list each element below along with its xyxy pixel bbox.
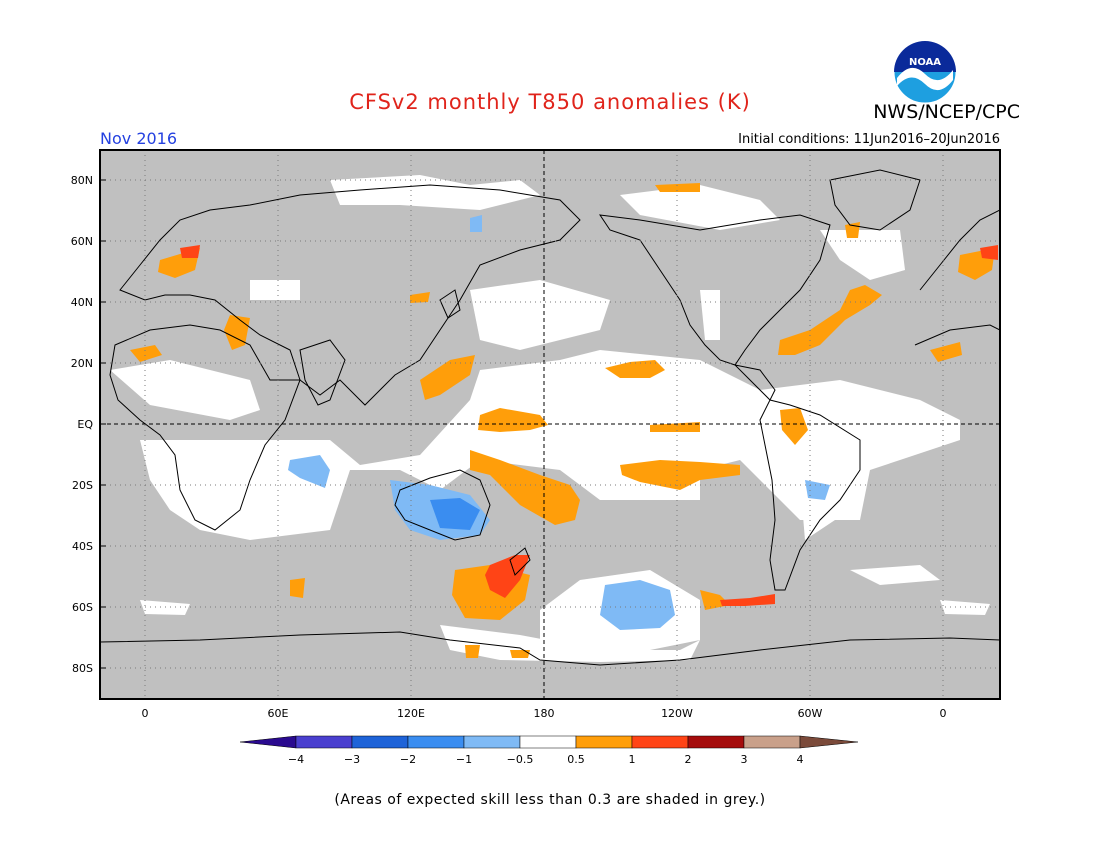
lat-label: 60N (71, 235, 93, 248)
colorbar-label: −3 (344, 753, 360, 766)
chart-title: CFSv2 monthly T850 anomalies (K) (349, 90, 751, 114)
colorbar-label: −2 (400, 753, 416, 766)
colorbar-label: 2 (685, 753, 692, 766)
colorbar-label: −1 (456, 753, 472, 766)
lat-label: 20N (71, 357, 93, 370)
lat-label: 80S (72, 662, 93, 675)
lat-label: 60S (72, 601, 93, 614)
noaa-logo-text: NOAA (909, 57, 941, 68)
initial-conditions: Initial conditions: 11Jun2016–20Jun2016 (738, 132, 1000, 147)
colorbar-cell (631, 735, 689, 749)
colorbar-label: 3 (741, 753, 748, 766)
colorbar-label: −4 (288, 753, 304, 766)
lat-label: EQ (77, 418, 93, 431)
colorbar-cell (407, 735, 465, 749)
continent-outlines (100, 169, 1000, 666)
colorbar-cell (575, 735, 633, 749)
positive-anomaly-red (180, 245, 998, 606)
lon-label: 120E (397, 707, 425, 720)
forecast-month: Nov 2016 (100, 129, 178, 148)
lon-label: 120W (661, 707, 693, 720)
lat-label: 40N (71, 296, 93, 309)
colorbar-label: −0.5 (507, 753, 534, 766)
agency-label: NWS/NCEP/CPC (873, 101, 1020, 123)
lat-ticks (100, 179, 106, 669)
colorbar-label: 0.5 (567, 753, 585, 766)
footnote: (Areas of expected skill less than 0.3 a… (334, 792, 766, 808)
graticule (100, 150, 1000, 699)
lon-label: 60W (798, 707, 823, 720)
colorbar-cell (351, 735, 409, 749)
lon-label: 0 (142, 707, 149, 720)
lat-label: 80N (71, 174, 93, 187)
colorbar-cell (519, 735, 577, 749)
negative-anomaly-mid (430, 498, 480, 530)
colorbar-cell (687, 735, 745, 749)
map-field (100, 150, 1000, 699)
colorbar-cell (743, 735, 801, 749)
colorbar-label: 4 (797, 753, 804, 766)
colorbar: −4 −3 −2 −1 −0.5 0.5 1 2 3 4 (239, 735, 859, 766)
colorbar-label: 1 (629, 753, 636, 766)
noaa-logo: NOAA (893, 40, 957, 104)
colorbar-cell (295, 735, 353, 749)
lat-label: 40S (72, 540, 93, 553)
lon-label: 180 (534, 707, 555, 720)
colorbar-arrow-high (799, 735, 859, 749)
colorbar-cell (463, 735, 521, 749)
lon-label: 0 (940, 707, 947, 720)
lat-label: 20S (72, 479, 93, 492)
lon-label: 60E (268, 707, 289, 720)
equator-dateline (100, 150, 1000, 699)
colorbar-arrow-low (239, 735, 297, 749)
